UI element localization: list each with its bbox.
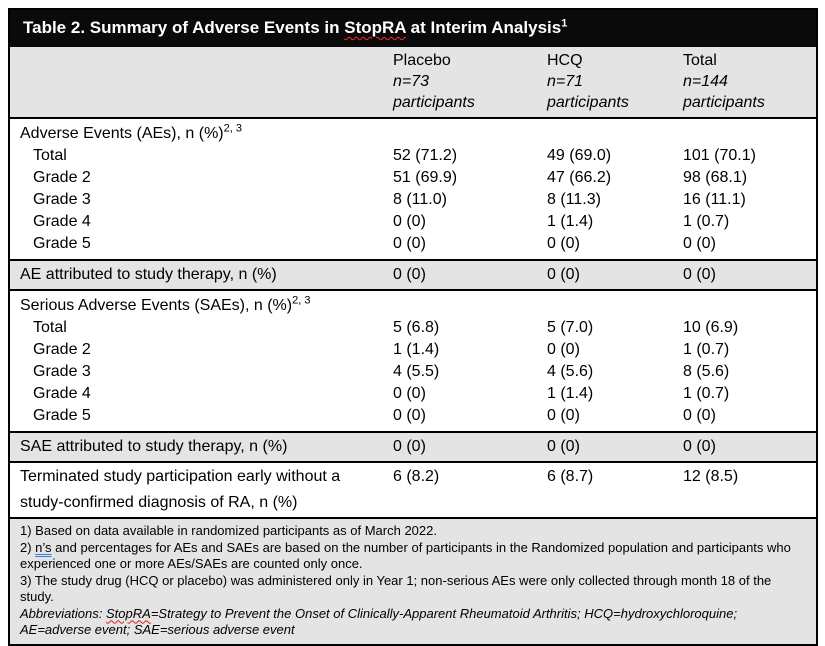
table-row: Grade 3 4 (5.5) 4 (5.6) 8 (5.6) xyxy=(10,361,816,383)
table-row: Grade 5 0 (0) 0 (0) 0 (0) xyxy=(10,233,816,255)
cell-total: 0 (0) xyxy=(683,266,716,283)
cell-hcq: 0 (0) xyxy=(547,235,580,252)
column-unit: participants xyxy=(393,94,475,111)
spellcheck-flagged-word: StopRA xyxy=(106,605,151,621)
row-label: Grade 4 xyxy=(33,213,91,230)
sae-section-header: Serious Adverse Events (SAEs), n (%)2, 3 xyxy=(20,294,311,314)
table-row: Grade 3 8 (11.0) 8 (11.3) 16 (11.1) xyxy=(10,189,816,211)
cell-total: 12 (8.5) xyxy=(683,468,739,485)
cell-total: 98 (68.1) xyxy=(683,169,748,186)
column-label: Total xyxy=(683,52,717,69)
cell-placebo: 4 (5.5) xyxy=(393,363,440,380)
column-n: n=73 xyxy=(393,73,430,90)
cell-total: 1 (0.7) xyxy=(683,341,730,358)
row-label: Grade 3 xyxy=(33,363,91,380)
table-row: Grade 2 1 (1.4) 0 (0) 1 (0.7) xyxy=(10,339,816,361)
ae-section: Adverse Events (AEs), n (%)2, 3 Total 52… xyxy=(10,119,816,261)
cell-total: 16 (11.1) xyxy=(683,191,746,208)
footnote-2: 2) n’s and percentages for AEs and SAEs … xyxy=(20,539,791,572)
column-n: n=144 xyxy=(683,73,728,90)
cell-total: 8 (5.6) xyxy=(683,363,730,380)
cell-total: 0 (0) xyxy=(683,407,716,424)
cell-hcq: 0 (0) xyxy=(547,341,580,358)
column-header-placebo: Placebo n=73 participants xyxy=(393,50,547,113)
cell-placebo: 52 (71.2) xyxy=(393,147,458,164)
cell-total: 10 (6.9) xyxy=(683,319,739,336)
table-row: Total 5 (6.8) 5 (7.0) 10 (6.9) xyxy=(10,317,816,339)
adverse-events-table: Table 2. Summary of Adverse Events in St… xyxy=(8,8,818,646)
section-header-superscript: 2, 3 xyxy=(223,122,242,135)
table-title: Table 2. Summary of Adverse Events in St… xyxy=(23,17,568,37)
cell-hcq: 5 (7.0) xyxy=(547,319,594,336)
column-label: Placebo xyxy=(393,52,451,69)
table-row: Grade 4 0 (0) 1 (1.4) 1 (0.7) xyxy=(10,383,816,405)
cell-placebo: 0 (0) xyxy=(393,385,426,402)
row-label: Grade 3 xyxy=(33,191,91,208)
title-superscript: 1 xyxy=(561,17,568,30)
cell-hcq: 0 (0) xyxy=(547,266,580,283)
cell-placebo: 0 (0) xyxy=(393,213,426,230)
terminated-row: Terminated study participation early wit… xyxy=(10,463,816,519)
row-label: Grade 5 xyxy=(33,407,91,424)
cell-hcq: 0 (0) xyxy=(547,438,580,455)
footnotes: 1) Based on data available in randomized… xyxy=(10,519,816,644)
column-header-total: Total n=144 participants xyxy=(683,50,816,113)
row-label: AE attributed to study therapy, n (%) xyxy=(20,266,277,283)
cell-total: 1 (0.7) xyxy=(683,385,730,402)
cell-placebo: 5 (6.8) xyxy=(393,319,440,336)
table-row: Grade 4 0 (0) 1 (1.4) 1 (0.7) xyxy=(10,211,816,233)
column-header-spacer xyxy=(10,50,393,113)
cell-hcq: 0 (0) xyxy=(547,407,580,424)
table-row: Total 52 (71.2) 49 (69.0) 101 (70.1) xyxy=(10,145,816,167)
sae-attributed-row: SAE attributed to study therapy, n (%) 0… xyxy=(10,433,816,463)
table-row: Grade 2 51 (69.9) 47 (66.2) 98 (68.1) xyxy=(10,167,816,189)
row-label: Grade 2 xyxy=(33,341,91,358)
row-label: SAE attributed to study therapy, n (%) xyxy=(20,438,288,455)
cell-placebo: 0 (0) xyxy=(393,407,426,424)
row-label: Grade 2 xyxy=(33,169,91,186)
cell-placebo: 8 (11.0) xyxy=(393,191,447,208)
sae-section: Serious Adverse Events (SAEs), n (%)2, 3… xyxy=(10,291,816,433)
cell-placebo: 51 (69.9) xyxy=(393,169,458,186)
cell-total: 1 (0.7) xyxy=(683,213,730,230)
cell-placebo: 6 (8.2) xyxy=(393,468,440,485)
grammar-flagged-word: n’s xyxy=(35,539,52,555)
column-unit: participants xyxy=(547,94,629,111)
footnote-1: 1) Based on data available in randomized… xyxy=(20,523,437,538)
cell-hcq: 4 (5.6) xyxy=(547,363,594,380)
row-label: Total xyxy=(33,319,67,336)
cell-placebo: 0 (0) xyxy=(393,266,426,283)
cell-placebo: 1 (1.4) xyxy=(393,341,440,358)
abbreviations: Abbreviations: StopRA=Strategy to Preven… xyxy=(20,605,738,638)
column-header-hcq: HCQ n=71 participants xyxy=(547,50,683,113)
cell-hcq: 6 (8.7) xyxy=(547,468,594,485)
ae-section-header: Adverse Events (AEs), n (%)2, 3 xyxy=(20,122,242,142)
row-label: Total xyxy=(33,147,67,164)
cell-total: 101 (70.1) xyxy=(683,147,756,164)
table-title-bar: Table 2. Summary of Adverse Events in St… xyxy=(10,10,816,47)
column-label: HCQ xyxy=(547,52,583,69)
cell-total: 0 (0) xyxy=(683,235,716,252)
cell-placebo: 0 (0) xyxy=(393,438,426,455)
row-label: Grade 5 xyxy=(33,235,91,252)
cell-hcq: 49 (69.0) xyxy=(547,147,612,164)
footnote-3: 3) The study drug (HCQ or placebo) was a… xyxy=(20,572,772,605)
column-unit: participants xyxy=(683,94,765,111)
row-label: Terminated study participation early wit… xyxy=(20,468,341,511)
row-label: Grade 4 xyxy=(33,385,91,402)
section-header-superscript: 2, 3 xyxy=(292,294,311,307)
cell-hcq: 1 (1.4) xyxy=(547,385,594,402)
cell-hcq: 47 (66.2) xyxy=(547,169,612,186)
cell-hcq: 8 (11.3) xyxy=(547,191,601,208)
spellcheck-flagged-word: StopRA xyxy=(344,18,406,37)
column-headers: Placebo n=73 participants HCQ n=71 parti… xyxy=(10,47,816,119)
cell-placebo: 0 (0) xyxy=(393,235,426,252)
column-n: n=71 xyxy=(547,73,584,90)
ae-attributed-row: AE attributed to study therapy, n (%) 0 … xyxy=(10,261,816,291)
cell-total: 0 (0) xyxy=(683,438,716,455)
cell-hcq: 1 (1.4) xyxy=(547,213,594,230)
table-row: Grade 5 0 (0) 0 (0) 0 (0) xyxy=(10,405,816,427)
